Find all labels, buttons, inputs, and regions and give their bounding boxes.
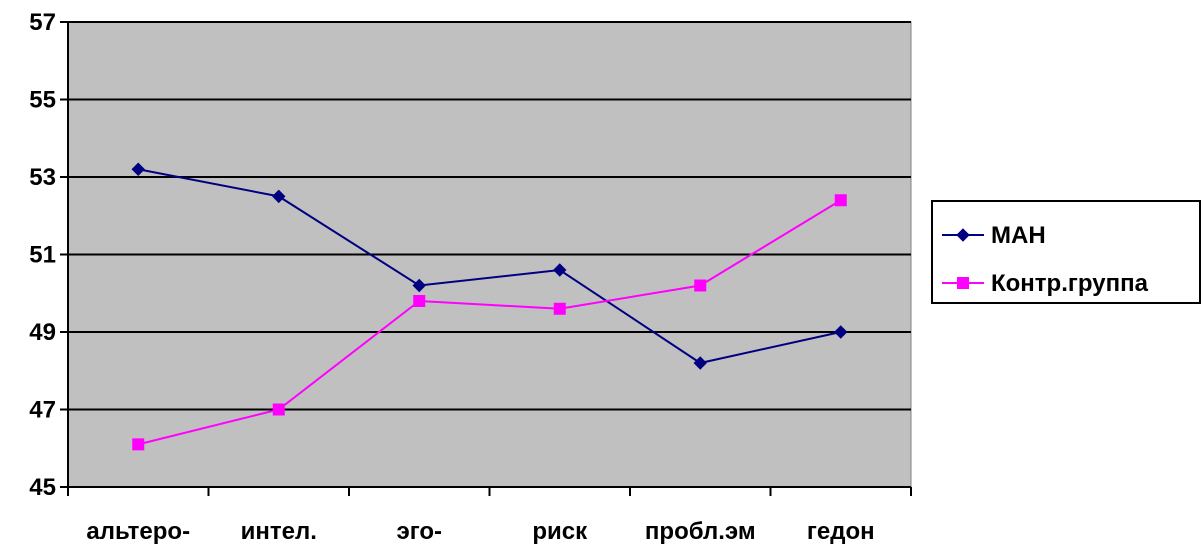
- y-tick-label: 57: [29, 9, 56, 36]
- x-tick-label: гедон: [807, 518, 875, 545]
- data-point: [553, 302, 566, 315]
- data-point: [272, 403, 285, 416]
- legend-marker: [957, 277, 969, 289]
- data-point: [553, 263, 567, 277]
- y-tick-label: 45: [29, 474, 56, 501]
- legend-marker: [956, 228, 970, 242]
- series-2: [132, 194, 847, 451]
- data-point: [413, 295, 426, 307]
- legend-box: [931, 200, 1201, 304]
- x-tick-label: интел.: [241, 518, 317, 545]
- axes: [60, 21, 912, 496]
- y-tick-label: 49: [29, 319, 56, 346]
- data-point: [412, 278, 426, 293]
- data-point: [834, 194, 847, 207]
- x-tick-label: пробл.эм: [645, 518, 756, 545]
- data-point: [694, 279, 707, 292]
- legend: МАН Контр.группа: [931, 200, 1201, 304]
- x-tick-labels: альтеро-интел. эго-риск пробл.эм гедон: [86, 518, 874, 545]
- legend-label: МАН: [991, 222, 1046, 249]
- series-line: [138, 199, 842, 446]
- y-tick-label: 47: [29, 397, 56, 424]
- y-tick-label: 51: [29, 242, 56, 269]
- data-point: [131, 162, 145, 176]
- y-tick-label: 55: [29, 87, 56, 114]
- x-tick-label: альтеро-: [86, 518, 190, 545]
- legend-entry: МАН: [942, 222, 1046, 249]
- data-point: [132, 438, 145, 451]
- x-tick-label: риск: [532, 518, 588, 545]
- x-tick-label: эго-: [396, 518, 442, 545]
- series-lines: [131, 162, 848, 451]
- data-point: [693, 356, 707, 370]
- y-tick-label: 53: [29, 164, 56, 191]
- y-tick-labels: 45 47 49 51 53 55 57: [29, 9, 56, 501]
- series-1: [131, 162, 848, 370]
- series-line: [138, 168, 841, 365]
- gridlines: [68, 21, 911, 411]
- data-point: [834, 325, 848, 339]
- legend-label: Контр.группа: [991, 270, 1149, 297]
- data-point: [272, 189, 286, 204]
- legend-entry: Контр.группа: [942, 270, 1149, 297]
